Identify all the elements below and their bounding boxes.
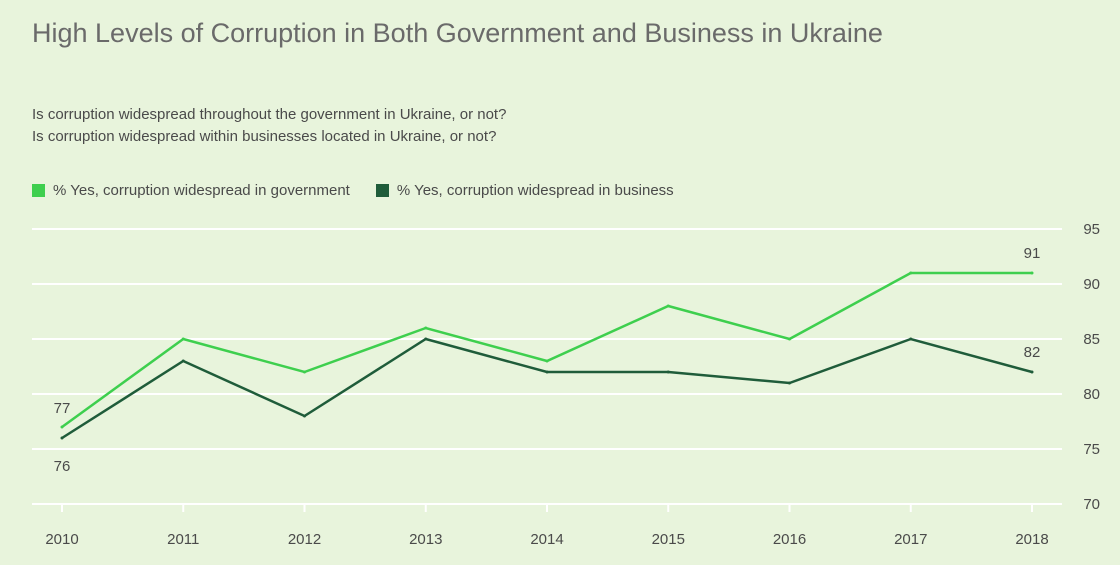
x-tick-label: 2014 bbox=[530, 531, 563, 548]
data-point bbox=[909, 337, 913, 341]
subtitle-line-business: Is corruption widespread within business… bbox=[32, 128, 497, 145]
data-label-business-2018: 82 bbox=[1024, 344, 1041, 361]
x-tick-label: 2013 bbox=[409, 531, 442, 548]
y-tick-label: 85 bbox=[1083, 331, 1100, 348]
data-point bbox=[303, 414, 306, 418]
chart-title: High Levels of Corruption in Both Govern… bbox=[32, 18, 883, 48]
x-tick-label: 2010 bbox=[45, 531, 78, 548]
chart-subtitle: Is corruption widespread throughout the … bbox=[32, 104, 506, 148]
y-tick-label: 95 bbox=[1083, 221, 1100, 238]
legend-item-government: % Yes, corruption widespread in governme… bbox=[32, 182, 350, 199]
data-label-government-2018: 91 bbox=[1024, 245, 1041, 262]
data-point bbox=[545, 370, 549, 374]
data-point bbox=[788, 381, 791, 385]
series-line-government bbox=[61, 271, 1032, 429]
y-tick-label: 75 bbox=[1083, 441, 1100, 458]
x-tick-label: 2011 bbox=[167, 531, 199, 548]
data-point bbox=[60, 425, 64, 429]
x-tick-label: 2012 bbox=[288, 531, 321, 548]
data-point bbox=[303, 370, 306, 374]
data-point bbox=[545, 359, 549, 363]
data-point bbox=[181, 359, 185, 363]
subtitle-line-government: Is corruption widespread throughout the … bbox=[32, 106, 507, 123]
data-point bbox=[666, 370, 670, 374]
data-point bbox=[788, 337, 791, 341]
data-point bbox=[909, 271, 913, 275]
data-point bbox=[424, 337, 428, 341]
legend-label-government: % Yes, corruption widespread in governme… bbox=[53, 182, 350, 199]
legend-item-business: % Yes, corruption widespread in business bbox=[375, 182, 674, 199]
data-label-government-2010: 77 bbox=[54, 400, 71, 417]
data-point bbox=[1030, 271, 1034, 275]
series-line-business bbox=[61, 337, 1033, 440]
y-tick-label: 70 bbox=[1083, 496, 1100, 513]
x-tick-label: 2017 bbox=[894, 531, 927, 548]
data-point bbox=[60, 436, 64, 440]
x-tick-label: 2018 bbox=[1015, 531, 1048, 548]
legend-swatch-government bbox=[32, 184, 45, 197]
y-tick-label: 90 bbox=[1083, 276, 1100, 293]
data-point bbox=[666, 304, 670, 308]
x-tick-label: 2015 bbox=[652, 531, 685, 548]
data-point bbox=[424, 326, 428, 330]
legend-label-business: % Yes, corruption widespread in business bbox=[396, 182, 674, 199]
y-tick-label: 80 bbox=[1083, 386, 1100, 403]
data-label-business-2010: 76 bbox=[54, 458, 71, 475]
legend-swatch-business bbox=[375, 184, 389, 197]
chart-legend: % Yes, corruption widespread in governme… bbox=[32, 182, 674, 199]
x-tick-label: 2016 bbox=[773, 531, 806, 548]
data-point bbox=[1030, 370, 1034, 374]
data-point bbox=[181, 337, 185, 341]
